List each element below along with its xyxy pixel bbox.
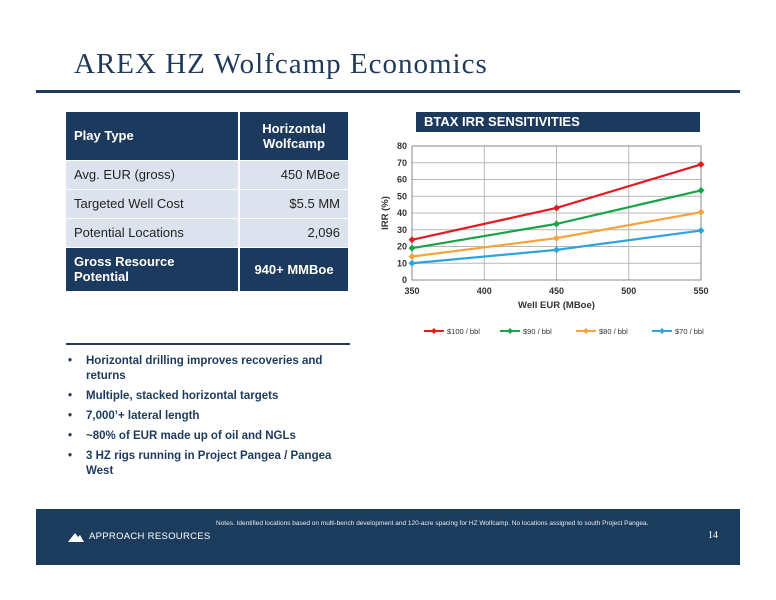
table-header-value: Horizontal Wolfcamp [238, 112, 348, 161]
data-point [408, 253, 416, 261]
bullet-icon: • [68, 355, 73, 367]
bullet-item: • 3 HZ rigs running in Project Pangea / P… [66, 449, 350, 479]
bullet-text: Horizontal drilling improves recoveries … [86, 355, 323, 382]
bullet-icon: • [68, 450, 73, 462]
data-point [553, 246, 560, 254]
bullet-icon: • [68, 430, 73, 442]
bullet-text: 7,000’+ lateral length [86, 410, 200, 422]
data-point [697, 227, 705, 235]
x-tick-label: 450 [549, 286, 564, 296]
bullet-text: Multiple, stacked horizontal targets [86, 390, 279, 402]
y-tick-label: 10 [397, 258, 407, 268]
table-row-label: Avg. EUR (gross) [66, 160, 239, 190]
table-row-value: 450 MBoe [238, 160, 348, 190]
table-row: Targeted Well Cost $5.5 MM [66, 189, 348, 219]
bullet-item: • 7,000’+ lateral length [66, 409, 350, 424]
page-title: AREX HZ Wolfcamp Economics [74, 48, 488, 80]
mountain-logo-icon [68, 532, 84, 542]
legend-marker [431, 328, 437, 334]
y-axis-label: IRR (%) [380, 196, 391, 230]
legend-label: $70 / bbl [675, 327, 704, 336]
data-point [553, 234, 560, 242]
y-tick-label: 60 [397, 175, 407, 185]
y-tick-label: 80 [397, 141, 407, 151]
table-row: Avg. EUR (gross) 450 MBoe [66, 160, 348, 190]
legend-marker [659, 328, 665, 334]
irr-sensitivity-chart: 0 10 20 30 40 50 60 70 80 350 400 450 500 550 Well EUR… [380, 141, 709, 336]
page-number: 14 [708, 530, 718, 541]
bullet-item: • Multiple, stacked horizontal targets [66, 389, 350, 404]
bullet-divider [66, 343, 350, 345]
data-point [697, 208, 705, 216]
y-tick-label: 20 [397, 242, 407, 252]
x-tick-label: 550 [693, 286, 708, 296]
bullet-text: 3 HZ rigs running in Project Pangea / Pa… [86, 450, 332, 477]
x-tick-label: 500 [621, 286, 636, 296]
data-point [408, 244, 416, 252]
footnote: Notes. Identified locations based on mul… [216, 520, 649, 527]
data-point [553, 204, 560, 212]
bullet-icon: • [68, 410, 73, 422]
logo-text: APPROACH RESOURCES [89, 531, 211, 542]
table-header-row: Play Type Horizontal Wolfcamp [66, 112, 348, 161]
y-tick-label: 50 [397, 191, 407, 201]
table-row-label: Targeted Well Cost [66, 189, 239, 219]
play-summary-table: Play Type Horizontal Wolfcamp Avg. EUR (… [66, 112, 348, 292]
table-header-label: Play Type [66, 112, 239, 161]
table-footer-row: Gross Resource Potential 940+ MMBoe [66, 247, 348, 292]
legend-label: $90 / bbl [523, 327, 552, 336]
bullet-icon: • [68, 390, 73, 402]
x-axis-label: Well EUR (MBoe) [518, 300, 595, 311]
y-tick-label: 70 [397, 158, 407, 168]
chart-title: BTAX IRR SENSITIVITIES [416, 112, 700, 132]
y-tick-label: 40 [397, 208, 407, 218]
table-row-label: Potential Locations [66, 218, 239, 248]
data-point [697, 186, 705, 194]
legend-label: $80 / bbl [599, 327, 628, 336]
data-point [408, 236, 416, 244]
table-footer-value: 940+ MMBoe [238, 247, 348, 292]
bullet-list: • Horizontal drilling improves recoveries… [66, 354, 350, 484]
legend-label: $100 / bbl [447, 327, 480, 336]
bullet-item: • Horizontal drilling improves recoveries… [66, 354, 350, 384]
data-point [697, 160, 705, 168]
bullet-item: • ~80% of EUR made up of oil and NGLs [66, 429, 350, 444]
table-row-value: 2,096 [238, 218, 348, 248]
x-tick-label: 350 [404, 286, 419, 296]
legend-marker [507, 328, 513, 334]
x-tick-label: 400 [477, 286, 492, 296]
table-row: Potential Locations 2,096 [66, 218, 348, 248]
y-tick-label: 0 [402, 275, 407, 285]
footer-bar: APPROACH RESOURCES Notes. Identified loc… [36, 509, 740, 565]
data-point [553, 220, 560, 228]
table-row-value: $5.5 MM [238, 189, 348, 219]
table-footer-label: Gross Resource Potential [66, 247, 239, 292]
legend-marker [583, 328, 589, 334]
company-logo: APPROACH RESOURCES [68, 531, 211, 542]
bullet-text: ~80% of EUR made up of oil and NGLs [86, 430, 296, 442]
data-point [408, 259, 416, 267]
title-divider [36, 90, 740, 93]
y-tick-label: 30 [397, 225, 407, 235]
